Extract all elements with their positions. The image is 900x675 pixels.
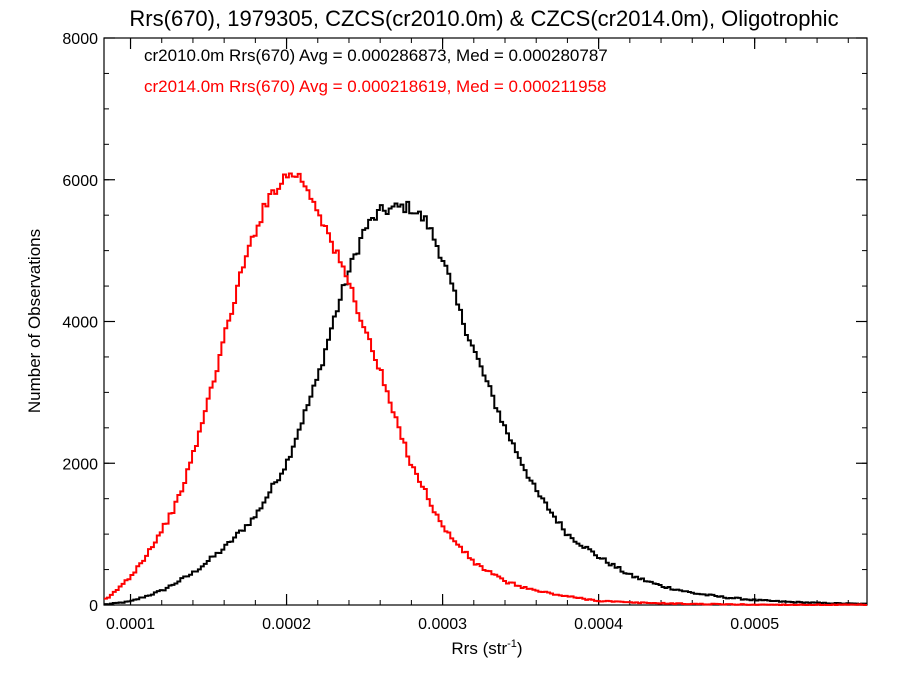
series-line-1	[104, 172, 867, 606]
y-tick-label: 4000	[62, 315, 98, 332]
legend-entry-cr2014: cr2014.0m Rrs(670) Avg = 0.000218619, Me…	[144, 77, 606, 96]
series-line-0	[104, 200, 867, 606]
x-tick-label: 0.0001	[106, 616, 155, 633]
legend: cr2010.0m Rrs(670) Avg = 0.000286873, Me…	[144, 46, 608, 96]
legend-entry-cr2010: cr2010.0m Rrs(670) Avg = 0.000286873, Me…	[144, 46, 608, 65]
x-tick-label: 0.0004	[574, 616, 623, 633]
x-tick-label: 0.0002	[262, 616, 311, 633]
y-tick-label: 6000	[62, 173, 98, 190]
y-axis-ticks: 0 2000 4000 6000 8000	[62, 31, 867, 615]
x-tick-label: 0.0005	[730, 616, 779, 633]
x-axis-label-main: Rrs (str	[451, 639, 507, 658]
x-axis-ticks: 0.0001 0.0002 0.0003 0.0004 0.0005	[106, 38, 849, 633]
chart-title: Rrs(670), 1979305, CZCS(cr2010.0m) & CZC…	[129, 6, 838, 31]
plot-frame	[103, 37, 868, 606]
y-tick-label: 0	[89, 598, 98, 615]
series-layer	[104, 172, 867, 606]
x-axis-label: Rrs (str-1)	[451, 638, 522, 658]
y-tick-label: 8000	[62, 31, 98, 48]
y-axis-label: Number of Observations	[25, 229, 44, 413]
y-tick-label: 2000	[62, 456, 98, 473]
x-axis-label-end: )	[517, 639, 523, 658]
x-axis-label-superscript: -1	[507, 638, 517, 650]
x-tick-label: 0.0003	[418, 616, 467, 633]
